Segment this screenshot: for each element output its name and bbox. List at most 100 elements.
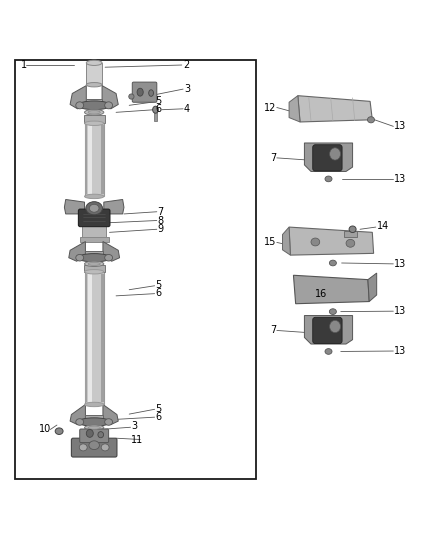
- Ellipse shape: [325, 176, 332, 182]
- Ellipse shape: [86, 430, 93, 437]
- Ellipse shape: [367, 117, 374, 123]
- Text: 3: 3: [131, 422, 138, 431]
- Text: 9: 9: [158, 224, 164, 235]
- Text: 6: 6: [155, 104, 162, 114]
- Ellipse shape: [129, 94, 134, 99]
- Text: 5: 5: [155, 280, 162, 290]
- Bar: [85, 272, 104, 405]
- FancyBboxPatch shape: [80, 429, 109, 442]
- Text: 12: 12: [264, 102, 276, 112]
- Ellipse shape: [101, 444, 109, 451]
- Polygon shape: [283, 227, 290, 255]
- Ellipse shape: [85, 402, 104, 407]
- Polygon shape: [293, 275, 369, 304]
- Bar: [86, 63, 102, 85]
- Bar: [154, 110, 157, 120]
- Bar: [86, 99, 102, 104]
- Ellipse shape: [76, 102, 84, 109]
- Polygon shape: [104, 199, 124, 214]
- Ellipse shape: [346, 239, 355, 247]
- Ellipse shape: [78, 418, 110, 426]
- Ellipse shape: [78, 254, 110, 262]
- Polygon shape: [289, 96, 300, 122]
- Ellipse shape: [329, 260, 336, 266]
- Text: 4: 4: [184, 104, 190, 114]
- Bar: [85, 274, 87, 402]
- FancyBboxPatch shape: [313, 145, 342, 171]
- Ellipse shape: [329, 320, 341, 333]
- Polygon shape: [103, 241, 120, 261]
- Polygon shape: [289, 227, 374, 255]
- Bar: [101, 125, 104, 194]
- Ellipse shape: [85, 425, 104, 430]
- Bar: [80, 237, 109, 241]
- Bar: [84, 115, 105, 123]
- Ellipse shape: [89, 204, 99, 212]
- Text: 11: 11: [131, 434, 144, 445]
- Text: 7: 7: [270, 153, 276, 163]
- Ellipse shape: [88, 426, 100, 429]
- Ellipse shape: [85, 261, 104, 266]
- Polygon shape: [64, 199, 85, 214]
- Polygon shape: [304, 316, 353, 344]
- FancyBboxPatch shape: [78, 209, 110, 227]
- Bar: [85, 415, 103, 420]
- Ellipse shape: [86, 60, 102, 66]
- Bar: [15, 60, 256, 479]
- Text: 5: 5: [155, 404, 162, 414]
- Ellipse shape: [311, 238, 320, 246]
- Ellipse shape: [105, 254, 113, 261]
- Ellipse shape: [85, 109, 104, 115]
- Text: 5: 5: [155, 96, 162, 106]
- Bar: [82, 225, 106, 238]
- Text: 8: 8: [158, 215, 164, 225]
- Text: 7: 7: [158, 207, 164, 217]
- Text: 10: 10: [39, 424, 52, 434]
- Ellipse shape: [325, 349, 332, 354]
- Ellipse shape: [88, 262, 100, 265]
- Polygon shape: [102, 86, 118, 109]
- Bar: [85, 123, 104, 197]
- Text: 16: 16: [315, 289, 328, 299]
- Ellipse shape: [152, 106, 158, 113]
- Text: 3: 3: [184, 84, 190, 94]
- Ellipse shape: [88, 110, 100, 114]
- Ellipse shape: [329, 309, 336, 314]
- Ellipse shape: [149, 90, 153, 96]
- Ellipse shape: [85, 194, 104, 199]
- Text: 7: 7: [270, 326, 276, 335]
- Bar: [85, 125, 87, 194]
- Text: 14: 14: [377, 221, 389, 231]
- Polygon shape: [298, 96, 372, 122]
- Ellipse shape: [86, 83, 102, 87]
- Text: 13: 13: [394, 122, 406, 131]
- Polygon shape: [70, 86, 86, 109]
- Ellipse shape: [89, 441, 99, 449]
- Text: 13: 13: [394, 174, 406, 184]
- Bar: [101, 274, 104, 402]
- Ellipse shape: [76, 254, 84, 261]
- Ellipse shape: [105, 102, 113, 109]
- Ellipse shape: [78, 101, 110, 110]
- Polygon shape: [368, 273, 377, 302]
- Bar: [88, 274, 92, 402]
- Ellipse shape: [86, 201, 102, 215]
- Ellipse shape: [79, 444, 87, 451]
- Text: 13: 13: [394, 346, 406, 356]
- Text: 1: 1: [21, 60, 27, 70]
- Ellipse shape: [76, 419, 84, 425]
- Bar: [88, 125, 92, 194]
- Polygon shape: [70, 405, 85, 425]
- Ellipse shape: [55, 428, 63, 434]
- Polygon shape: [304, 143, 353, 172]
- Ellipse shape: [329, 148, 341, 160]
- Polygon shape: [344, 231, 357, 237]
- Text: 15: 15: [264, 237, 276, 247]
- Bar: [84, 265, 105, 272]
- Text: 6: 6: [155, 288, 162, 298]
- Ellipse shape: [105, 419, 113, 425]
- Ellipse shape: [85, 121, 104, 125]
- Bar: [85, 251, 103, 256]
- Polygon shape: [69, 241, 85, 261]
- FancyBboxPatch shape: [132, 82, 157, 102]
